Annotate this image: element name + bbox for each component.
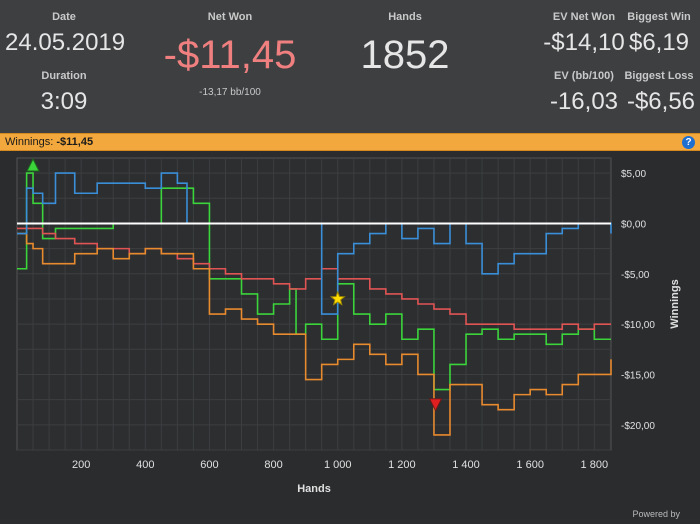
ev-net-won-value: -$14,10 bbox=[543, 29, 625, 56]
net-won-label: Net Won bbox=[207, 11, 253, 23]
series-line-3 bbox=[17, 172, 612, 315]
x-tick-label: 200 bbox=[72, 459, 90, 471]
date-value: 24.05.2019 bbox=[5, 29, 126, 56]
hands-value: 1852 bbox=[360, 33, 450, 77]
min-marker bbox=[428, 398, 443, 412]
biggest-win-label: Biggest Win bbox=[627, 11, 691, 23]
series-line-0 bbox=[17, 172, 611, 391]
x-tick-label: 1 000 bbox=[324, 459, 352, 471]
chart-svg: 200 400 600 800 1 000 1 200 1 400 1 600 1 800 $5,… bbox=[16, 157, 681, 495]
x-tick-label: 1 600 bbox=[516, 459, 544, 471]
duration-label: Duration bbox=[41, 70, 87, 82]
x-tick-label: 1 800 bbox=[581, 459, 609, 471]
biggest-loss-value: -$6,56 bbox=[626, 88, 696, 115]
footer-text: Powered by bbox=[632, 509, 680, 519]
max-marker bbox=[26, 157, 40, 172]
y-tick-label: $0,00 bbox=[621, 219, 646, 230]
ev-bb100-value: -16,03 bbox=[549, 88, 619, 115]
y-tick-label: -$10,00 bbox=[621, 320, 655, 331]
y-tick-label: -$20,00 bbox=[621, 421, 655, 432]
x-tick-label: 800 bbox=[264, 459, 282, 471]
ev-net-won-label: EV Net Won bbox=[552, 11, 616, 23]
winnings-bar-value: -$11,45 bbox=[56, 136, 94, 148]
ev-bb100-label: EV (bb/100) bbox=[554, 70, 614, 82]
plot-area bbox=[16, 157, 612, 451]
duration-value: 3:09 bbox=[40, 88, 88, 115]
date-label: Date bbox=[52, 11, 76, 23]
net-won-value: -$11,45 bbox=[163, 33, 297, 77]
hands-label: Hands bbox=[388, 11, 422, 23]
winnings-bar-label: Winnings: bbox=[5, 136, 54, 148]
x-tick-label: 1 200 bbox=[388, 459, 416, 471]
winnings-bar-text: Winnings: -$11,45 bbox=[5, 136, 93, 148]
x-tick-label: 600 bbox=[200, 459, 218, 471]
help-icon[interactable]: ? bbox=[682, 136, 695, 149]
winnings-bar: Winnings: -$11,45 ? bbox=[0, 133, 700, 151]
series-line-2 bbox=[17, 232, 612, 436]
star-marker bbox=[329, 290, 346, 306]
biggest-win-value: $6,19 bbox=[628, 29, 690, 56]
stats-panel: Date 24.05.2019 Duration 3:09 Net Won -$… bbox=[0, 0, 700, 133]
x-tick-label: 400 bbox=[136, 459, 154, 471]
winnings-chart: 200 400 600 800 1 000 1 200 1 400 1 600 1 800 $5,… bbox=[0, 151, 700, 519]
y-tick-label: -$15,00 bbox=[621, 370, 655, 381]
y-axis-title: Winnings bbox=[669, 279, 681, 328]
x-tick-label: 1 400 bbox=[452, 459, 480, 471]
y-tick-label: -$5,00 bbox=[621, 270, 650, 281]
bb100-value: -13,17 bb/100 bbox=[199, 87, 261, 98]
y-tick-label: $5,00 bbox=[621, 169, 646, 180]
biggest-loss-label: Biggest Loss bbox=[624, 70, 694, 82]
x-axis-title: Hands bbox=[297, 483, 331, 495]
